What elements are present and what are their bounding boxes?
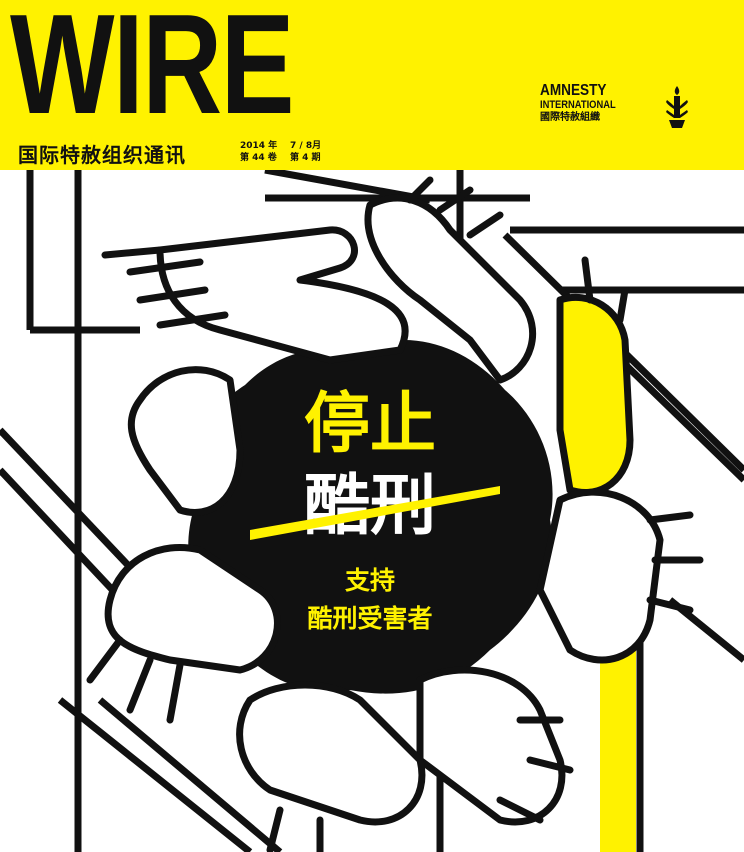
headline-stop: 停止: [304, 385, 436, 462]
org-name-line1: AMNESTY: [540, 82, 607, 99]
issue-volume: 第 44 卷: [240, 153, 277, 163]
clasped-hands-ring: [86, 176, 704, 852]
issue-year: 2014 年: [240, 141, 278, 151]
amnesty-candle-icon: [666, 86, 688, 128]
org-name-line3: 國際特赦組織: [540, 112, 600, 123]
issue-number: 第 4 期: [290, 153, 321, 163]
cover-header: WIRE 国际特赦组织通讯 2014 年 7 / 8月 第 44 卷 第 4 期…: [0, 0, 744, 170]
tagline-victims: 酷刑受害者: [307, 604, 433, 633]
masthead-title: WIRE: [10, 0, 295, 144]
amnesty-logo-text: AMNESTY INTERNATIONAL 國際特赦組織: [540, 82, 620, 124]
tagline-support: 支持: [344, 566, 395, 595]
issue-months: 7 / 8月: [290, 141, 322, 151]
masthead-subtitle: 国际特赦组织通讯: [18, 143, 186, 167]
org-name-line2: INTERNATIONAL: [540, 99, 616, 111]
strikethrough-bar: [250, 486, 500, 540]
